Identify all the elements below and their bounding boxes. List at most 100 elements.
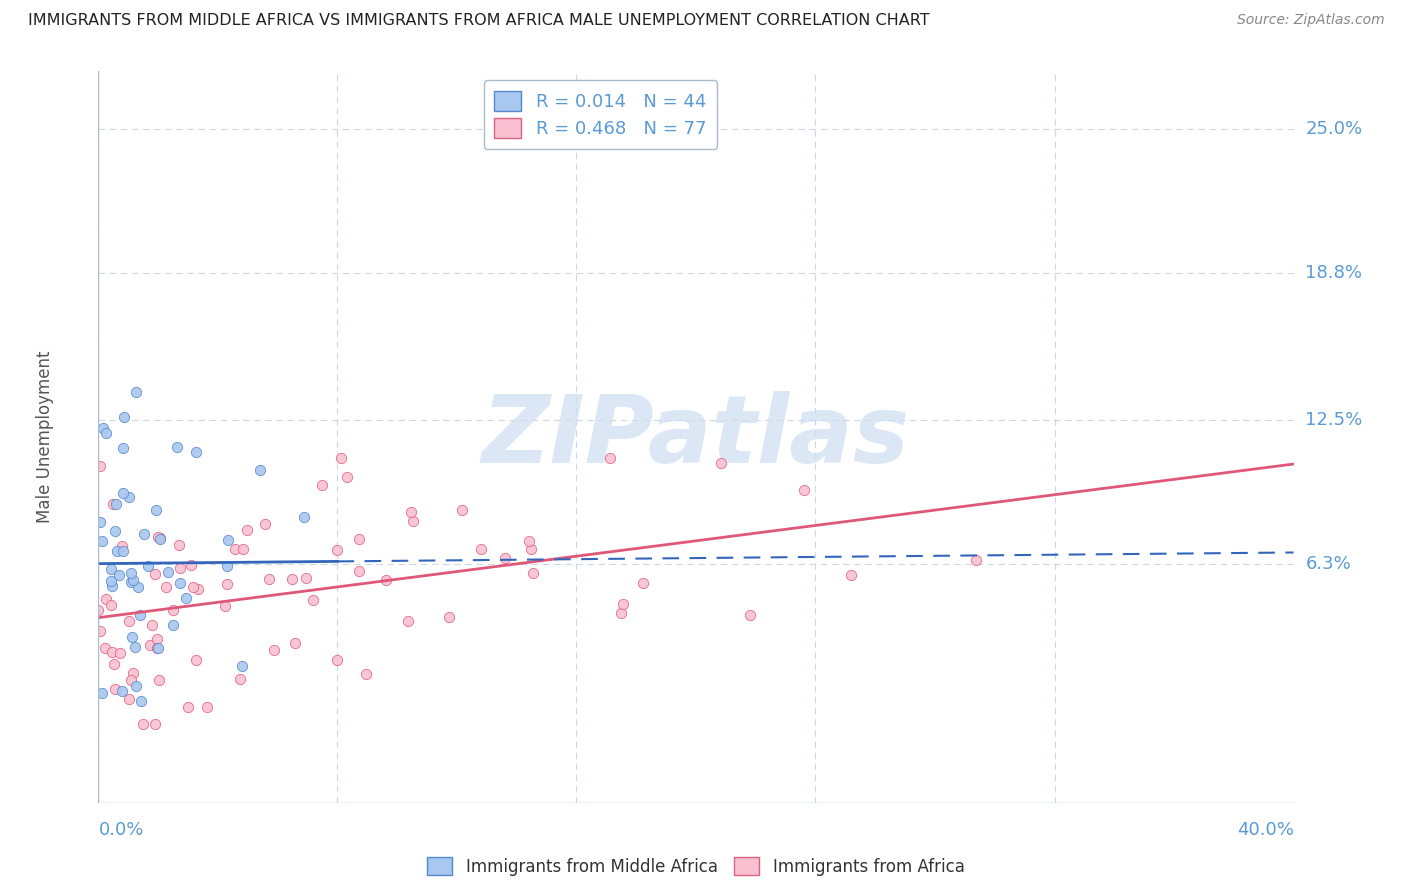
Point xyxy=(111,539,134,553)
Point xyxy=(228,672,250,686)
Point xyxy=(326,653,349,667)
Point xyxy=(100,562,122,576)
Point xyxy=(94,425,117,440)
Point xyxy=(120,673,142,687)
Point xyxy=(94,640,117,655)
Point xyxy=(195,699,218,714)
Point xyxy=(249,463,271,477)
Point xyxy=(215,577,238,591)
Point xyxy=(329,450,352,465)
Point xyxy=(143,566,166,581)
Point xyxy=(354,667,377,681)
Point xyxy=(89,624,111,638)
Point xyxy=(710,456,733,470)
Point xyxy=(112,485,135,500)
Point xyxy=(148,532,170,546)
Point xyxy=(236,524,259,538)
Point xyxy=(295,571,318,585)
Point xyxy=(284,635,307,649)
Point xyxy=(517,534,540,549)
Point xyxy=(396,614,419,628)
Point xyxy=(155,580,177,594)
Point xyxy=(965,553,987,567)
Point xyxy=(104,524,127,538)
Point xyxy=(599,450,621,465)
Point xyxy=(100,598,122,612)
Point xyxy=(125,679,148,693)
Point xyxy=(108,646,131,660)
Text: Source: ZipAtlas.com: Source: ZipAtlas.com xyxy=(1237,13,1385,28)
Point xyxy=(111,684,134,698)
Point xyxy=(494,550,516,565)
Point xyxy=(104,682,127,697)
Point xyxy=(129,693,152,707)
Text: 25.0%: 25.0% xyxy=(1306,120,1362,138)
Point xyxy=(253,516,276,531)
Point xyxy=(186,445,208,459)
Point xyxy=(612,597,634,611)
Point xyxy=(214,599,236,614)
Point xyxy=(263,643,285,657)
Point xyxy=(132,717,155,731)
Point xyxy=(162,603,184,617)
Point xyxy=(136,559,159,574)
Point xyxy=(127,581,149,595)
Point xyxy=(146,530,169,544)
Point xyxy=(146,640,169,655)
Point xyxy=(232,541,254,556)
Point xyxy=(522,566,544,581)
Point xyxy=(470,542,492,557)
Point xyxy=(224,542,246,557)
Point xyxy=(105,544,128,558)
Point xyxy=(111,544,134,558)
Point xyxy=(166,440,188,454)
Point xyxy=(120,574,142,589)
Text: 40.0%: 40.0% xyxy=(1237,822,1294,839)
Point xyxy=(112,441,135,455)
Point xyxy=(103,657,125,671)
Point xyxy=(257,572,280,586)
Point xyxy=(231,658,253,673)
Point xyxy=(169,561,191,575)
Point xyxy=(87,603,110,617)
Point xyxy=(347,532,370,546)
Text: 12.5%: 12.5% xyxy=(1306,410,1362,429)
Legend: Immigrants from Middle Africa, Immigrants from Africa: Immigrants from Middle Africa, Immigrant… xyxy=(420,850,972,882)
Text: ZIPatlas: ZIPatlas xyxy=(482,391,910,483)
Point xyxy=(101,645,124,659)
Point xyxy=(100,574,122,589)
Point xyxy=(121,630,143,644)
Point xyxy=(148,673,170,687)
Point xyxy=(149,531,172,545)
Point xyxy=(399,505,422,519)
Point xyxy=(169,576,191,591)
Point xyxy=(217,559,239,574)
Point xyxy=(107,567,129,582)
Point xyxy=(402,514,425,528)
Point xyxy=(124,640,146,654)
Point xyxy=(631,576,654,591)
Point xyxy=(520,541,543,556)
Text: 0.0%: 0.0% xyxy=(98,822,143,839)
Point xyxy=(122,573,145,587)
Point xyxy=(167,538,190,552)
Point xyxy=(437,610,460,624)
Point xyxy=(374,573,396,587)
Point xyxy=(177,700,200,714)
Point xyxy=(143,716,166,731)
Point xyxy=(89,515,111,529)
Point xyxy=(120,566,142,581)
Point xyxy=(325,543,347,558)
Text: Male Unemployment: Male Unemployment xyxy=(35,351,53,524)
Text: IMMIGRANTS FROM MIDDLE AFRICA VS IMMIGRANTS FROM AFRICA MALE UNEMPLOYMENT CORREL: IMMIGRANTS FROM MIDDLE AFRICA VS IMMIGRA… xyxy=(28,13,929,29)
Point xyxy=(302,593,325,607)
Point xyxy=(146,632,169,647)
Point xyxy=(180,558,202,573)
Point xyxy=(146,640,169,655)
Point xyxy=(187,582,209,597)
Point xyxy=(184,653,207,667)
Point xyxy=(94,591,117,606)
Point xyxy=(118,490,141,504)
Point xyxy=(174,591,197,605)
Text: 18.8%: 18.8% xyxy=(1306,264,1362,283)
